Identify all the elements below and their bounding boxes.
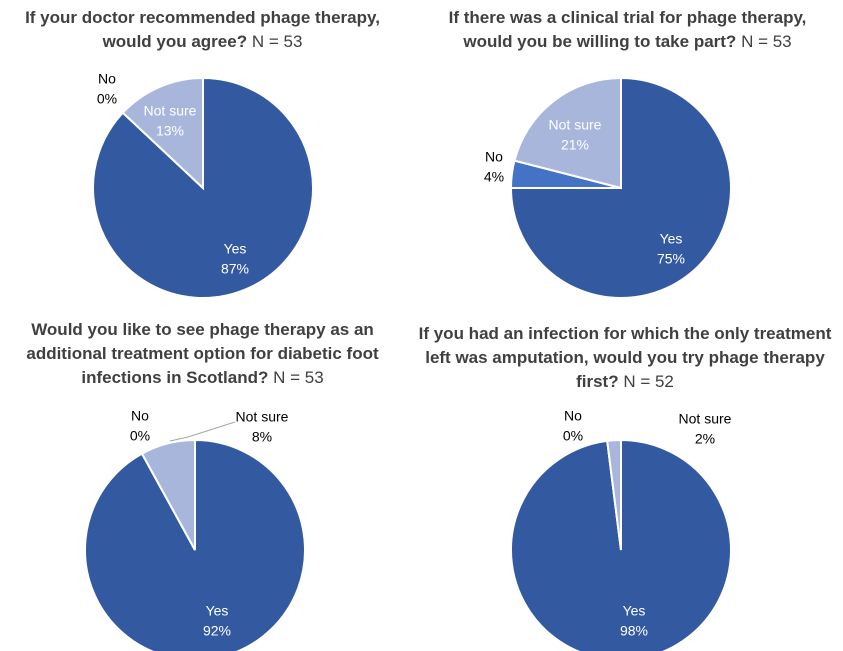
pie-slice [513,76,622,190]
chart-title-block: If your doctor recommended phage therapy… [20,6,385,54]
pie-slice [606,438,622,551]
chart-title: If there was a clinical trial for phage … [448,8,807,51]
slice-label: 0% [97,91,117,107]
sample-size: N = 53 [251,32,303,51]
slice-label: 13% [156,123,184,139]
slice-label: 92% [203,623,231,639]
slice-category: Yes [224,241,247,257]
slice-category: No [485,149,503,165]
slice-category: Not sure [144,103,197,119]
slice-label: 75% [657,251,685,267]
slice-category: No [131,408,149,424]
chart-title-block: If there was a clinical trial for phage … [430,6,825,54]
slice-category: Not sure [679,411,732,427]
slice-label: 8% [252,429,272,445]
sample-size: N = 53 [741,32,792,51]
slice-label: 0% [130,428,150,444]
slice-category: Not sure [549,117,602,133]
slice-category: No [98,71,116,87]
leader-line [169,421,236,442]
slice-category: Yes [660,231,683,247]
slice-category: Not sure [236,409,289,425]
slice-label: 21% [561,137,589,153]
slice-label: 4% [484,169,504,185]
pie-slice [121,76,204,191]
sample-size: N = 52 [623,372,674,391]
chart-title-block: If you had an infection for which the on… [410,322,840,394]
slice-category: Yes [206,603,229,619]
slice-category: Yes [623,603,646,619]
chart-title: If your doctor recommended phage therapy… [25,8,380,51]
slice-label: 0% [563,428,583,444]
sample-size: N = 53 [273,368,324,387]
pie-slice [140,438,196,551]
slice-category: No [564,408,582,424]
slice-label: 87% [221,261,249,277]
chart-title: If you had an infection for which the on… [418,324,832,391]
chart-title: Would you like to see phage therapy as a… [26,320,379,387]
chart-title-block: Would you like to see phage therapy as a… [5,318,400,390]
slice-label: 98% [620,623,648,639]
slice-label: 2% [695,431,715,447]
